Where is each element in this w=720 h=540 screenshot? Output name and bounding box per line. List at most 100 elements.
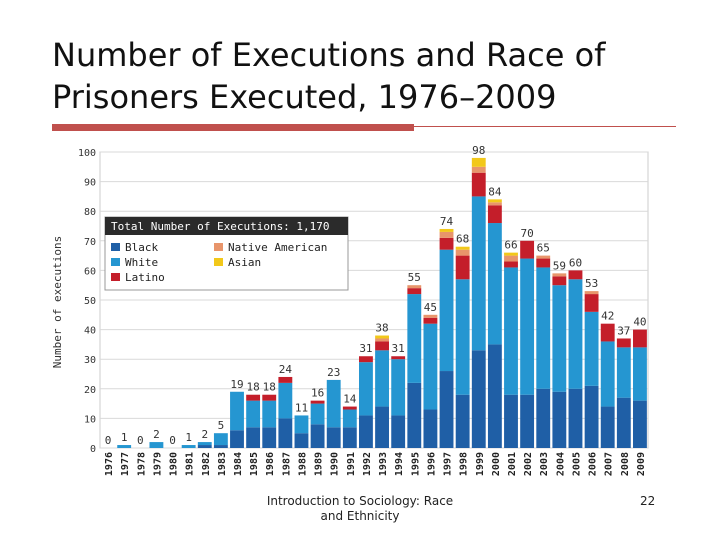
bar-segment-white bbox=[568, 279, 583, 389]
x-tick-label: 1984 bbox=[233, 452, 244, 476]
legend-swatch bbox=[214, 243, 223, 251]
legend-header bbox=[105, 217, 348, 235]
bar-segment-latino bbox=[375, 341, 389, 351]
bar-segment-black bbox=[600, 406, 615, 448]
bar-total-label: 23 bbox=[327, 366, 340, 379]
bar-total-label: 2 bbox=[201, 428, 208, 441]
x-tick-label: 2004 bbox=[555, 452, 566, 476]
bar-segment-native-american bbox=[552, 273, 567, 277]
executions-chart: 0 10 20 30 40 50 60 70 80 90 100 1976 1977 1978 1979 1… bbox=[48, 142, 658, 488]
bar-segment-white bbox=[616, 347, 631, 398]
y-tick-label: 0 bbox=[90, 444, 96, 455]
y-tick-label: 80 bbox=[84, 207, 96, 218]
legend-label: White bbox=[125, 256, 158, 269]
x-tick-label: 1988 bbox=[297, 452, 308, 476]
x-tick-label: 2008 bbox=[620, 452, 631, 476]
x-tick-label: 1980 bbox=[169, 452, 180, 476]
bar-segment-asian bbox=[439, 228, 454, 232]
bar-segment-asian bbox=[471, 157, 486, 167]
bar-segment-black bbox=[471, 350, 486, 448]
legend-swatch bbox=[111, 273, 120, 281]
bar-segment-white bbox=[504, 267, 518, 395]
x-tick-label: 1978 bbox=[136, 452, 147, 476]
bar-total-label: 40 bbox=[633, 316, 646, 329]
y-tick-label: 90 bbox=[84, 178, 96, 189]
bar-segment-latino bbox=[278, 376, 293, 383]
x-tick-label: 2000 bbox=[491, 452, 502, 476]
bar-segment-white bbox=[536, 267, 551, 389]
bar-segment-latino bbox=[536, 258, 551, 268]
x-tick-label: 1990 bbox=[330, 452, 341, 476]
bar-segment-white bbox=[246, 400, 261, 428]
bar-segment-latino bbox=[552, 276, 567, 286]
legend-swatch bbox=[111, 258, 120, 266]
bar-segment-black bbox=[294, 433, 309, 448]
bar-segment-black bbox=[213, 445, 228, 448]
bar-total-label: 2 bbox=[153, 428, 160, 441]
bar-segment-white bbox=[391, 359, 406, 416]
bar-segment-latino bbox=[310, 400, 325, 404]
bar-segment-latino bbox=[568, 270, 583, 280]
bar-segment-white bbox=[181, 445, 196, 448]
bar-total-label: 5 bbox=[218, 419, 225, 432]
bar-total-label: 18 bbox=[246, 381, 259, 394]
bar-total-label: 84 bbox=[488, 185, 502, 198]
x-tick-label: 2006 bbox=[588, 452, 599, 476]
bar-segment-white bbox=[213, 433, 228, 446]
bar-segment-black bbox=[407, 382, 422, 448]
bar-segment-white bbox=[552, 285, 567, 392]
y-tick-label: 40 bbox=[84, 326, 96, 337]
bar-segment-latino bbox=[439, 237, 454, 250]
bar-segment-white bbox=[326, 379, 341, 428]
bar-segment-white bbox=[294, 415, 309, 434]
x-tick-label: 2005 bbox=[571, 452, 582, 476]
x-tick-label: 1986 bbox=[265, 452, 276, 476]
bar-total-label: 60 bbox=[569, 256, 582, 269]
bar-segment-latino bbox=[423, 317, 438, 324]
x-tick-label: 1991 bbox=[346, 452, 357, 476]
bar-segment-black bbox=[310, 424, 325, 448]
bar-segment-black bbox=[246, 427, 261, 448]
bar-segment-latino bbox=[633, 329, 647, 348]
bar-total-label: 1 bbox=[185, 431, 192, 444]
bar-segment-latino bbox=[262, 394, 277, 401]
bar-total-label: 55 bbox=[408, 271, 421, 284]
bar-segment-asian bbox=[375, 335, 389, 339]
bar-total-label: 65 bbox=[537, 242, 550, 255]
x-tick-label: 1994 bbox=[394, 452, 405, 476]
y-tick-label: 30 bbox=[84, 355, 96, 366]
bar-total-label: 37 bbox=[617, 324, 630, 337]
x-tick-label: 1983 bbox=[217, 452, 228, 476]
bar-total-label: 11 bbox=[295, 401, 308, 414]
bar-segment-native-american bbox=[536, 255, 551, 259]
x-tick-label: 1982 bbox=[201, 452, 212, 476]
chart-bars bbox=[117, 157, 647, 448]
bar-segment-native-american bbox=[439, 231, 454, 238]
x-tick-label: 1987 bbox=[281, 452, 292, 476]
bar-segment-black bbox=[391, 415, 406, 448]
bar-total-label: 38 bbox=[375, 322, 388, 335]
bar-segment-white bbox=[149, 442, 164, 448]
bar-segment-black bbox=[633, 400, 647, 448]
x-tick-label: 1996 bbox=[426, 452, 437, 476]
legend-label: Native American bbox=[228, 241, 327, 254]
bar-segment-black bbox=[536, 388, 551, 448]
x-tick-label: 1989 bbox=[314, 452, 325, 476]
bar-segment-white bbox=[375, 350, 389, 407]
y-tick-label: 60 bbox=[84, 266, 96, 277]
bar-segment-white bbox=[471, 196, 486, 351]
x-tick-label: 1992 bbox=[362, 452, 373, 476]
bar-total-label: 19 bbox=[230, 378, 243, 391]
bar-segment-black bbox=[568, 388, 583, 448]
title-divider-line bbox=[414, 126, 676, 127]
bar-total-label: 18 bbox=[263, 381, 276, 394]
bar-segment-latino bbox=[407, 288, 422, 295]
bar-segment-black bbox=[342, 427, 357, 448]
bar-total-label: 68 bbox=[456, 233, 469, 246]
bar-segment-latino bbox=[359, 356, 373, 363]
bar-segment-white bbox=[520, 258, 535, 395]
bar-segment-black bbox=[520, 394, 535, 448]
bar-segment-black bbox=[552, 391, 567, 448]
bar-segment-native-american bbox=[455, 249, 470, 256]
